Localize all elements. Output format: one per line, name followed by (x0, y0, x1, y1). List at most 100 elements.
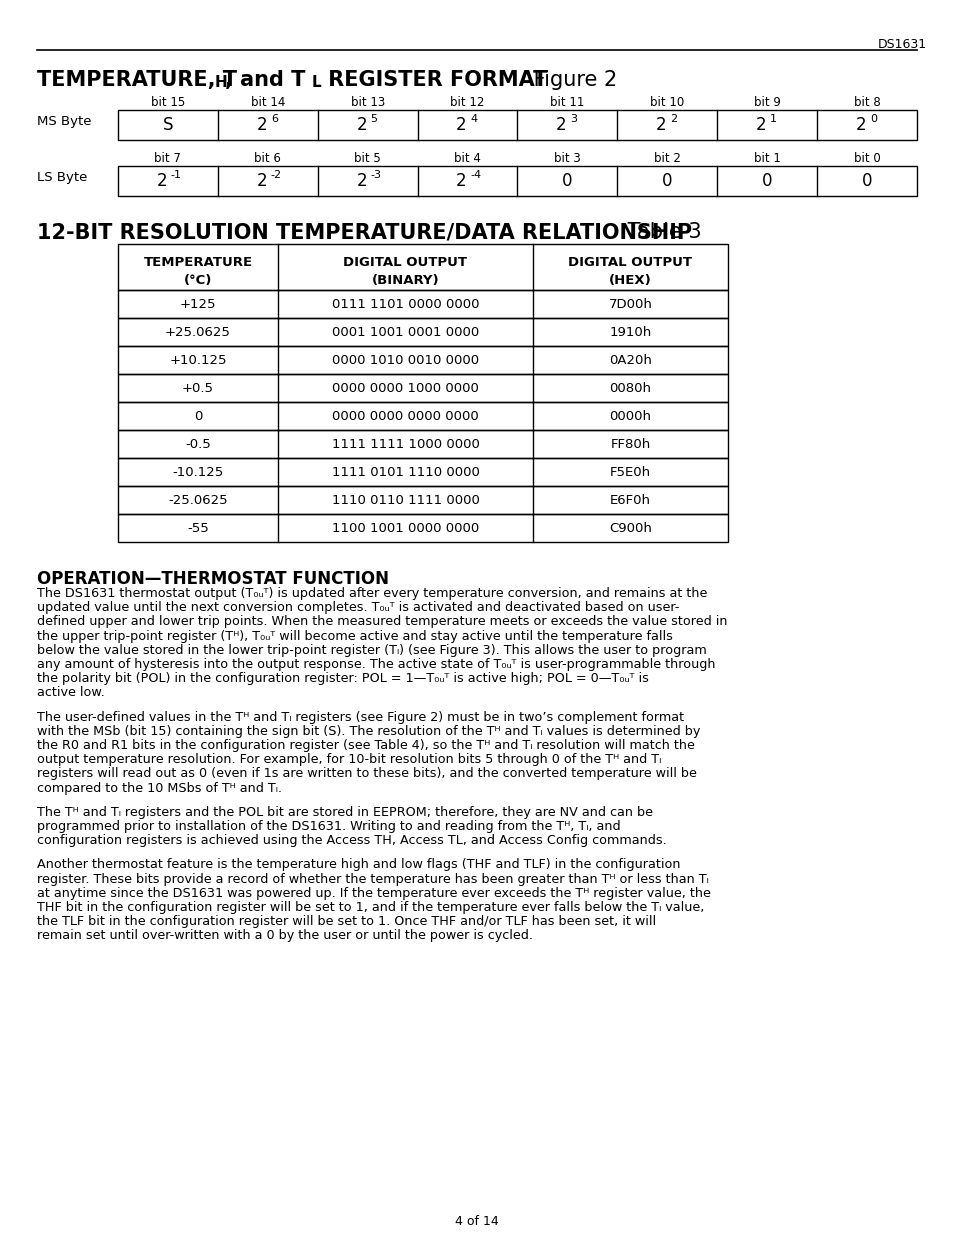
Bar (118, 403, 727, 430)
Text: MS Byte: MS Byte (37, 115, 91, 128)
Text: TEMPERATURE, T: TEMPERATURE, T (37, 70, 236, 90)
Text: DIGITAL OUTPUT: DIGITAL OUTPUT (568, 256, 692, 269)
Text: at anytime since the DS1631 was powered up. If the temperature ever exceeds the : at anytime since the DS1631 was powered … (37, 887, 710, 900)
Text: Figure 2: Figure 2 (526, 70, 617, 90)
Text: -25.0625: -25.0625 (168, 494, 228, 506)
Text: bit 12: bit 12 (450, 96, 484, 109)
Text: TEMPERATURE: TEMPERATURE (143, 256, 253, 269)
Text: -4: -4 (470, 170, 481, 180)
Text: 4: 4 (470, 114, 477, 124)
Text: 2: 2 (456, 172, 466, 190)
Text: 12-BIT RESOLUTION TEMPERATURE/DATA RELATIONSHIP: 12-BIT RESOLUTION TEMPERATURE/DATA RELAT… (37, 222, 691, 242)
Text: 1111 0101 1110 0000: 1111 0101 1110 0000 (332, 466, 479, 478)
Text: 0: 0 (561, 172, 572, 190)
Text: L: L (312, 75, 321, 90)
Text: The DS1631 thermostat output (T₀ᵤᵀ) is updated after every temperature conversio: The DS1631 thermostat output (T₀ᵤᵀ) is u… (37, 587, 706, 600)
Text: S: S (163, 116, 173, 135)
Bar (118, 487, 727, 514)
Text: 2: 2 (256, 172, 267, 190)
Text: 0: 0 (869, 114, 876, 124)
Text: bit 0: bit 0 (853, 152, 880, 165)
Text: 2: 2 (556, 116, 566, 135)
Text: 0000 0000 1000 0000: 0000 0000 1000 0000 (332, 382, 478, 394)
Text: DIGITAL OUTPUT: DIGITAL OUTPUT (343, 256, 467, 269)
Text: -55: -55 (187, 521, 209, 535)
Text: E6F0h: E6F0h (609, 494, 650, 506)
Text: bit 9: bit 9 (753, 96, 780, 109)
Bar (118, 290, 727, 317)
Text: bit 14: bit 14 (251, 96, 285, 109)
Text: 1111 1111 1000 0000: 1111 1111 1000 0000 (332, 437, 479, 451)
Bar (118, 245, 727, 290)
Text: Another thermostat feature is the temperature high and low flags (THF and TLF) i: Another thermostat feature is the temper… (37, 858, 679, 872)
Text: -1: -1 (171, 170, 182, 180)
Text: Table 3: Table 3 (620, 222, 700, 242)
Text: below the value stored in the lower trip-point register (Tₗ) (see Figure 3). Thi: below the value stored in the lower trip… (37, 643, 706, 657)
Text: programmed prior to installation of the DS1631. Writing to and reading from the : programmed prior to installation of the … (37, 820, 620, 832)
Text: -2: -2 (271, 170, 282, 180)
Text: configuration registers is achieved using the Access TH, Access TL, and Access C: configuration registers is achieved usin… (37, 834, 666, 847)
Text: bit 4: bit 4 (454, 152, 480, 165)
Text: 6: 6 (271, 114, 277, 124)
Bar (118, 317, 727, 346)
Text: 2: 2 (670, 114, 677, 124)
Bar (118, 430, 727, 458)
Text: FF80h: FF80h (610, 437, 650, 451)
Bar (118, 346, 727, 374)
Text: 2: 2 (356, 116, 367, 135)
Text: +10.125: +10.125 (169, 353, 227, 367)
Text: bit 1: bit 1 (753, 152, 780, 165)
Text: bit 13: bit 13 (350, 96, 384, 109)
Text: THF bit in the configuration register will be set to 1, and if the temperature e: THF bit in the configuration register wi… (37, 902, 703, 914)
Text: the upper trip-point register (Tᴴ), T₀ᵤᵀ will become active and stay active unti: the upper trip-point register (Tᴴ), T₀ᵤᵀ… (37, 630, 672, 642)
Text: (°C): (°C) (184, 274, 212, 287)
Text: 2: 2 (256, 116, 267, 135)
Text: bit 5: bit 5 (354, 152, 380, 165)
Text: bit 15: bit 15 (151, 96, 185, 109)
Text: bit 2: bit 2 (653, 152, 680, 165)
Text: -0.5: -0.5 (185, 437, 211, 451)
Text: 0: 0 (193, 410, 202, 422)
Text: OPERATION—THERMOSTAT FUNCTION: OPERATION—THERMOSTAT FUNCTION (37, 571, 389, 588)
Text: 1100 1001 0000 0000: 1100 1001 0000 0000 (332, 521, 478, 535)
Text: active low.: active low. (37, 687, 105, 699)
Text: bit 7: bit 7 (154, 152, 181, 165)
Text: +0.5: +0.5 (182, 382, 213, 394)
Text: updated value until the next conversion completes. T₀ᵤᵀ is activated and deactiv: updated value until the next conversion … (37, 601, 679, 614)
Bar (118, 374, 727, 403)
Text: The user-defined values in the Tᴴ and Tₗ registers (see Figure 2) must be in two: The user-defined values in the Tᴴ and Tₗ… (37, 710, 683, 724)
Text: 5: 5 (371, 114, 377, 124)
Text: 2: 2 (356, 172, 367, 190)
Text: DS1631: DS1631 (877, 38, 926, 51)
Bar (118, 514, 727, 542)
Text: +25.0625: +25.0625 (165, 326, 231, 338)
Text: the polarity bit (POL) in the configuration register: POL = 1—T₀ᵤᵀ is active hig: the polarity bit (POL) in the configurat… (37, 672, 648, 685)
Text: REGISTER FORMAT: REGISTER FORMAT (320, 70, 547, 90)
Text: registers will read out as 0 (even if 1s are written to these bits), and the con: registers will read out as 0 (even if 1s… (37, 767, 696, 781)
Text: 2: 2 (156, 172, 167, 190)
Text: 0001 1001 0001 0000: 0001 1001 0001 0000 (332, 326, 478, 338)
Bar (118, 165, 916, 196)
Text: remain set until over-written with a 0 by the user or until the power is cycled.: remain set until over-written with a 0 b… (37, 930, 533, 942)
Text: 1910h: 1910h (609, 326, 651, 338)
Text: 7D00h: 7D00h (608, 298, 652, 310)
Bar (118, 458, 727, 487)
Text: register. These bits provide a record of whether the temperature has been greate: register. These bits provide a record of… (37, 873, 708, 885)
Text: defined upper and lower trip points. When the measured temperature meets or exce: defined upper and lower trip points. Whe… (37, 615, 727, 629)
Text: (HEX): (HEX) (608, 274, 651, 287)
Text: the R0 and R1 bits in the configuration register (see Table 4), so the Tᴴ and Tₗ: the R0 and R1 bits in the configuration … (37, 739, 694, 752)
Text: (BINARY): (BINARY) (372, 274, 438, 287)
Text: 2: 2 (855, 116, 865, 135)
Text: -10.125: -10.125 (172, 466, 223, 478)
Text: -3: -3 (371, 170, 381, 180)
Text: 2: 2 (456, 116, 466, 135)
Text: 0000 0000 0000 0000: 0000 0000 0000 0000 (332, 410, 478, 422)
Text: 4 of 14: 4 of 14 (455, 1215, 498, 1228)
Text: bit 10: bit 10 (650, 96, 683, 109)
Text: 3: 3 (570, 114, 577, 124)
Text: 1110 0110 1111 0000: 1110 0110 1111 0000 (332, 494, 479, 506)
Text: F5E0h: F5E0h (609, 466, 650, 478)
Text: 0000h: 0000h (609, 410, 651, 422)
Bar (118, 110, 916, 140)
Text: 0A20h: 0A20h (608, 353, 651, 367)
